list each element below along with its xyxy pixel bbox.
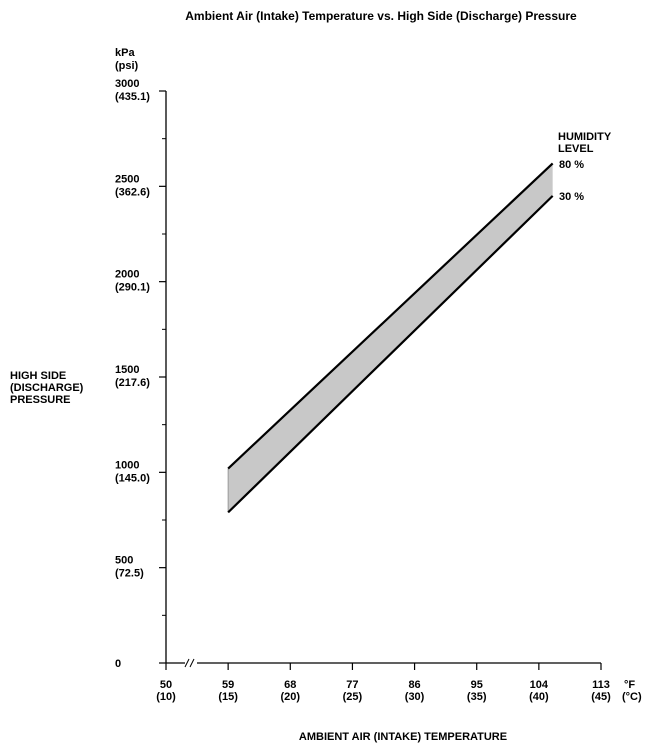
- x-tick-c-label-86: (30): [405, 691, 425, 703]
- legend-label-30: 30 %: [559, 191, 584, 203]
- y-tick-psi-label-1500: (217.6): [115, 377, 150, 389]
- y-tick-psi-label-3000: (435.1): [115, 91, 150, 103]
- plot-area: [227, 162, 554, 514]
- legend-title-line2: LEVEL: [558, 143, 594, 155]
- x-tick-label-104: 104: [530, 679, 549, 691]
- legend-title-line1: HUMIDITY: [558, 131, 612, 143]
- y-tick-psi-label-500: (72.5): [115, 568, 144, 580]
- y-tick-label-2000: 2000: [115, 269, 139, 281]
- y-tick-label-1000: 1000: [115, 459, 139, 471]
- x-unit-f: °F: [624, 679, 635, 691]
- x-unit-c: (°C): [622, 691, 642, 703]
- humidity-band: [228, 163, 553, 513]
- y-tick-label-0: 0: [115, 658, 121, 670]
- chart-title: Ambient Air (Intake) Temperature vs. Hig…: [185, 9, 577, 23]
- axes: 0 500(72.5) 1000(145.0) 1500(217.6) 2000(290…: [115, 78, 611, 703]
- x-tick-label-77: 77: [346, 679, 358, 691]
- x-tick-label-86: 86: [408, 679, 420, 691]
- x-tick-label-113: 113: [592, 679, 610, 691]
- x-tick-c-label-68: (20): [281, 691, 301, 703]
- y-tick-psi-label-1000: (145.0): [115, 472, 150, 484]
- x-tick-label-59: 59: [222, 679, 234, 691]
- legend-label-80: 80 %: [559, 159, 584, 171]
- series-line-80: [227, 162, 554, 470]
- y-tick-label-1500: 1500: [115, 364, 139, 376]
- y-tick-label-2500: 2500: [115, 173, 139, 185]
- y-unit-kpa: kPa: [115, 47, 135, 59]
- y-tick-psi-label-2000: (290.1): [115, 282, 150, 294]
- x-tick-label-95: 95: [471, 679, 483, 691]
- y-unit-psi: (psi): [115, 60, 139, 72]
- y-axis-label-line2: (DISCHARGE): [10, 382, 84, 394]
- y-tick-psi-label-2500: (362.6): [115, 186, 150, 198]
- x-tick-label-68: 68: [284, 679, 296, 691]
- y-axis-label-line1: HIGH SIDE: [10, 370, 66, 382]
- x-tick-c-label-77: (25): [343, 691, 363, 703]
- x-tick-c-label-95: (35): [467, 691, 487, 703]
- x-tick-label-50: 50: [160, 679, 172, 691]
- series-line-30: [227, 195, 554, 514]
- x-tick-c-label-59: (15): [218, 691, 238, 703]
- x-tick-c-label-104: (40): [529, 691, 549, 703]
- x-tick-c-label-50: (10): [156, 691, 176, 703]
- y-tick-label-500: 500: [115, 555, 133, 567]
- y-axis-label-line3: PRESSURE: [10, 394, 71, 406]
- x-tick-c-label-113: (45): [591, 691, 611, 703]
- x-axis-break-mark: [184, 658, 195, 668]
- x-axis-label: AMBIENT AIR (INTAKE) TEMPERATURE: [299, 731, 507, 743]
- y-tick-label-3000: 3000: [115, 78, 139, 90]
